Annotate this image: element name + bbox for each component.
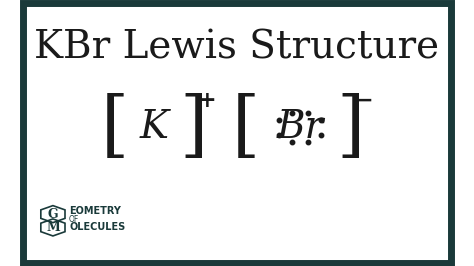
Text: OLECULES: OLECULES [69, 222, 125, 232]
Text: [: [ [101, 92, 129, 163]
Text: ]: ] [336, 92, 365, 163]
Text: Br: Br [277, 109, 324, 146]
Text: −: − [354, 90, 373, 112]
Text: M: M [46, 221, 60, 234]
Text: EOMETRY: EOMETRY [69, 206, 121, 217]
Text: OF: OF [69, 215, 79, 224]
Text: ]: ] [179, 92, 208, 163]
Text: G: G [47, 208, 58, 221]
Text: +: + [197, 90, 216, 112]
Text: [: [ [232, 92, 260, 163]
Text: K: K [140, 109, 169, 146]
Text: KBr Lewis Structure: KBr Lewis Structure [35, 29, 439, 66]
